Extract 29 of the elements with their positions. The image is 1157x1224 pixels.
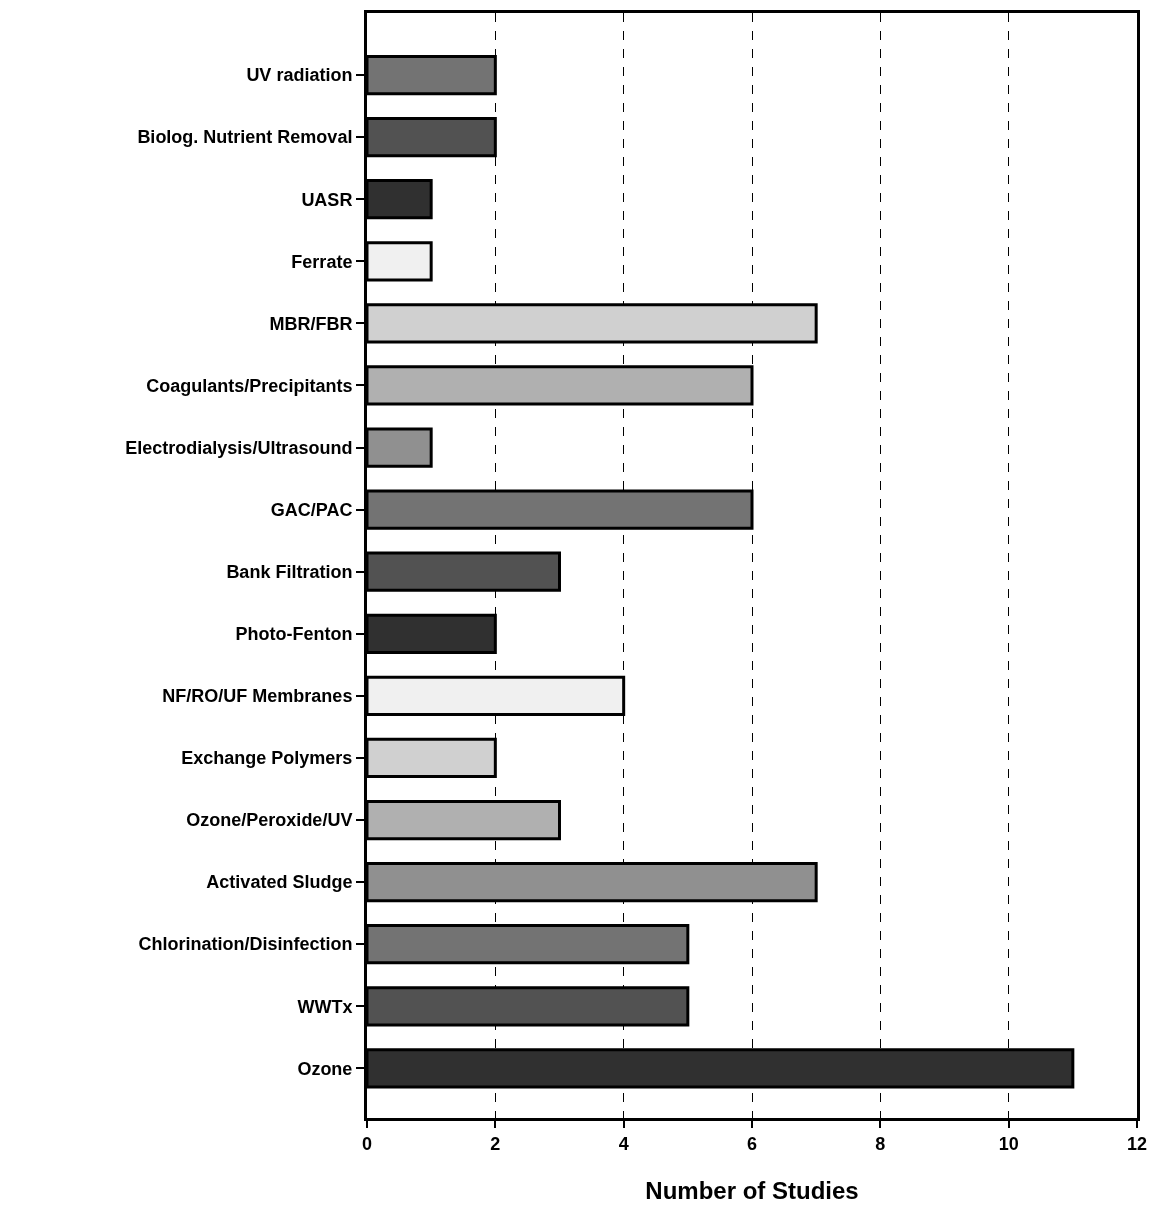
y-tick-label: Ozone/Peroxide/UV <box>186 810 353 831</box>
y-tick-label: GAC/PAC <box>270 499 353 520</box>
x-tick-label: 0 <box>361 1133 373 1154</box>
y-tick-label: Ferrate <box>291 251 353 272</box>
x-tick-label: 4 <box>618 1133 629 1154</box>
bar <box>367 179 433 220</box>
y-tick-label: Electrodialysis/Ultrasound <box>125 437 353 458</box>
bar <box>367 924 690 965</box>
y-tick-label: Photo-Fenton <box>235 624 353 645</box>
x-tick-label: 6 <box>746 1133 758 1154</box>
y-tick-label: Biolog. Nutrient Removal <box>137 127 353 148</box>
y-tick-label: MBR/FBR <box>269 313 353 334</box>
y-tick-label: WWTx <box>297 996 353 1017</box>
y-tick-label: Ozone <box>297 1058 353 1079</box>
x-tick-label: 10 <box>998 1133 1019 1154</box>
y-tick-label: Chlorination/Disinfection <box>138 934 353 955</box>
y-tick-label: Activated Sludge <box>206 872 353 893</box>
x-tick-label: 12 <box>1126 1133 1148 1154</box>
y-tick-label: Bank Filtration <box>226 562 353 583</box>
y-tick-label: Exchange Polymers <box>181 748 353 769</box>
y-tick-label: Coagulants/Precipitants <box>146 375 353 396</box>
x-tick-label: 2 <box>490 1133 501 1154</box>
x-tick-label: 8 <box>875 1133 886 1154</box>
bar <box>367 241 433 282</box>
bar <box>367 427 433 468</box>
y-tick-label: NF/RO/UF Membranes <box>162 686 353 707</box>
y-tick-label: UV radiation <box>246 65 353 86</box>
x-axis-title: Number of Studies <box>645 1176 859 1204</box>
y-tick-label: UASR <box>301 189 353 210</box>
